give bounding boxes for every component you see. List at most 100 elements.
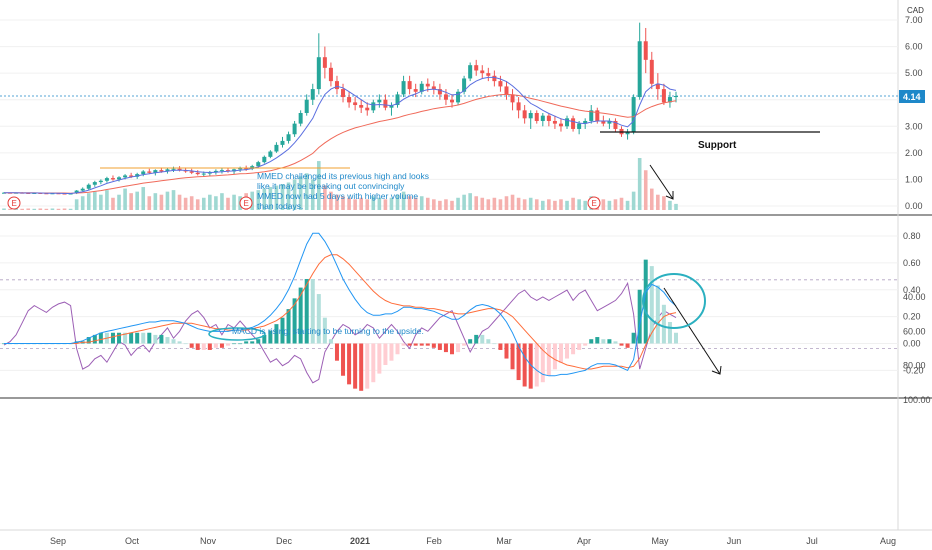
volume-bar <box>607 200 612 210</box>
volume-bar <box>280 184 285 210</box>
volume-bar <box>534 199 539 210</box>
volume-bar <box>201 197 206 210</box>
macd-histogram-bar <box>365 343 370 389</box>
candle-body <box>661 89 666 103</box>
candle-body <box>359 105 364 108</box>
candle-body <box>546 115 551 121</box>
time-tick-label: Dec <box>276 536 293 546</box>
volume-bar <box>56 208 61 210</box>
macd-histogram-bar <box>619 343 624 346</box>
volume-bar <box>135 191 139 210</box>
volume-bar <box>304 173 309 210</box>
volume-bar <box>565 200 569 210</box>
macd-histogram-bar <box>510 343 515 370</box>
candle-body <box>310 89 315 100</box>
price-tick-label: 7.00 <box>905 15 923 25</box>
volume-bar <box>625 200 630 210</box>
macd-histogram-bar <box>468 339 473 344</box>
macd-histogram-bar <box>589 339 594 344</box>
macd-cross-circle[interactable] <box>208 327 266 341</box>
candle-body <box>437 89 442 95</box>
candle-body <box>474 65 479 71</box>
macd-histogram-bar <box>177 341 182 344</box>
candle-body <box>522 110 527 119</box>
candle-body <box>341 89 346 98</box>
candle-body <box>425 83 430 87</box>
macd-histogram-bar <box>213 343 218 348</box>
volume-bar <box>522 199 527 210</box>
candle-body <box>347 97 352 103</box>
earnings-marker-label: E <box>12 199 17 208</box>
macd-histogram-bar <box>310 279 315 344</box>
macd-histogram-bar <box>92 334 97 344</box>
volume-bar <box>474 196 479 210</box>
macd-arrow-head[interactable] <box>711 365 722 375</box>
macd-histogram-bar <box>383 343 388 365</box>
candle-body <box>401 81 406 95</box>
annotation-breakout[interactable]: MMED challenged its previous high and lo… <box>257 171 429 211</box>
candle-body <box>268 151 273 157</box>
macd-histogram-bar <box>431 343 436 348</box>
moving-averages <box>4 76 677 194</box>
volume-bar <box>310 179 315 210</box>
macd-histogram-bar <box>159 334 164 344</box>
earnings-marker <box>239 196 253 210</box>
macd-histogram-bar <box>171 339 176 344</box>
candle-body <box>595 110 600 121</box>
volume-bar <box>516 197 521 210</box>
macd-histogram-bar <box>528 343 533 389</box>
macd-histogram-bar <box>292 298 297 344</box>
user-drawings[interactable] <box>100 131 820 375</box>
price-tick-label: 3.00 <box>905 121 923 131</box>
macd-histogram-bar <box>359 343 364 391</box>
volume-bar <box>389 197 394 210</box>
candle-body <box>504 86 509 95</box>
candle-body <box>219 170 224 172</box>
support-label[interactable]: Support <box>698 140 737 151</box>
earnings-marker <box>7 196 21 210</box>
ma-slow-line <box>4 93 677 194</box>
volume-bar <box>123 188 127 210</box>
macd-arrow-shaft[interactable] <box>663 287 721 375</box>
macd-histogram-bar <box>637 289 642 344</box>
volume-bar <box>668 200 672 210</box>
macd-histogram-bar <box>238 343 243 345</box>
volume-arrow-shaft[interactable] <box>649 164 674 200</box>
candle-body <box>135 174 140 177</box>
volume-bar <box>250 191 255 210</box>
volume-bar <box>341 196 345 210</box>
macd-line <box>4 232 677 377</box>
volume-bar <box>643 170 648 210</box>
price-tick-label: 5.00 <box>905 68 923 78</box>
macd-tick-label: 0.20 <box>903 312 921 322</box>
macd-annotation[interactable]: MACD is rising, starting to be turning t… <box>232 326 424 336</box>
axes: 7.006.005.004.003.002.001.000.00EEE0.800… <box>7 15 931 546</box>
volume-bar <box>359 197 363 210</box>
macd-histogram-bar <box>183 343 188 345</box>
macd-histogram-bar <box>341 343 346 376</box>
volume-bar <box>80 196 85 210</box>
time-tick-label: Mar <box>496 536 512 546</box>
candle-body <box>625 131 630 135</box>
candle-body <box>322 57 327 68</box>
macd-histogram-bar <box>129 332 134 344</box>
volume-bar <box>93 191 97 210</box>
volume-bar <box>171 190 176 210</box>
candle-body <box>153 170 158 173</box>
macd-tick-label: 0.40 <box>903 285 921 295</box>
candle-body <box>123 175 128 178</box>
macd-histogram-bar <box>86 337 91 344</box>
volume-bar <box>20 208 24 210</box>
volume-bar <box>504 196 509 210</box>
last-price-badge <box>899 90 925 103</box>
candle-body <box>274 144 279 152</box>
annotation-line-3: MMED now had 5 days with higher volume <box>257 191 418 201</box>
volume-bar <box>407 196 412 210</box>
macd-histogram-bar <box>522 343 527 387</box>
volume-arrow-head[interactable] <box>665 191 674 200</box>
macd-tick-label: 0.80 <box>903 231 921 241</box>
candle-body <box>98 180 103 183</box>
candle-body <box>516 102 521 111</box>
macd-highlight-circle[interactable] <box>642 273 706 329</box>
